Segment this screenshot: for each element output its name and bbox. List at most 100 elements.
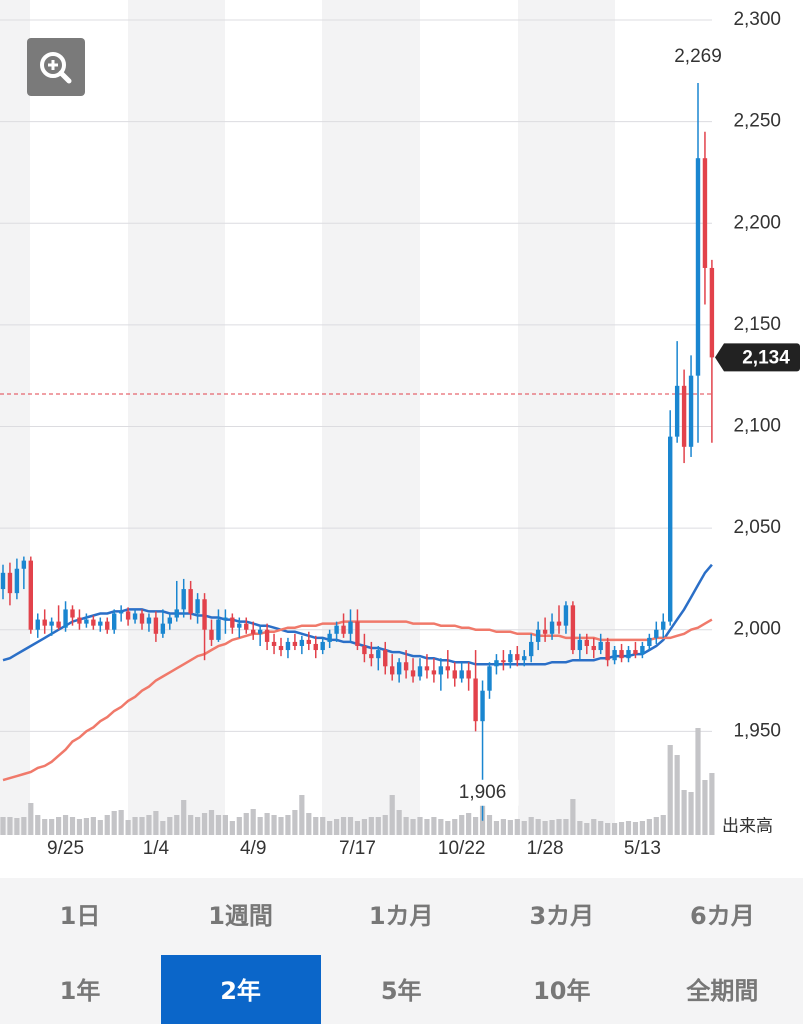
volume-bar — [153, 811, 159, 835]
period-tab[interactable]: 5年 — [380, 977, 422, 1005]
candle-body — [431, 670, 437, 675]
volume-bar — [229, 821, 235, 835]
volume-bar — [674, 755, 680, 835]
volume-bar — [188, 815, 194, 835]
candle-body — [216, 619, 221, 640]
volume-bar — [570, 799, 576, 835]
candle-body — [584, 639, 589, 646]
volume-bar — [347, 817, 354, 835]
volume-bar — [21, 817, 27, 835]
candle-body — [369, 654, 374, 659]
candle-body — [146, 617, 152, 624]
period-tab[interactable]: 10年 — [533, 977, 591, 1005]
volume-bar — [605, 823, 611, 835]
period-tab[interactable]: 2年 — [160, 955, 321, 1024]
candle-body — [42, 619, 47, 626]
x-tick-label: 4/9 — [240, 838, 266, 859]
volume-bar — [709, 773, 715, 835]
volume-bar — [577, 821, 583, 835]
volume-bar — [591, 819, 597, 835]
volume-bar — [28, 803, 34, 835]
volume-bar — [584, 823, 590, 835]
candle-body — [195, 599, 200, 614]
candle-body — [125, 611, 131, 620]
volume-bar — [139, 817, 145, 835]
volume-bar — [257, 817, 263, 835]
volume-bar — [181, 800, 187, 835]
volume-bar — [327, 821, 333, 835]
volume-bar — [542, 821, 548, 835]
volume-bar — [389, 795, 395, 835]
period-tab[interactable]: 1カ月 — [368, 902, 434, 930]
volume-bar — [375, 817, 381, 835]
volume-bar — [160, 821, 166, 835]
volume-bar — [493, 821, 500, 835]
volume-bar — [625, 821, 632, 835]
candle-body — [174, 609, 179, 618]
candle-body — [445, 666, 450, 671]
zoom-button[interactable] — [27, 38, 85, 96]
candle-body — [257, 629, 263, 634]
volume-bar — [208, 810, 215, 835]
period-tabs: 1日 1週間 1カ月 3カ月 6カ月 1年 2年 5年 10年 全期間 — [0, 878, 803, 1024]
volume-bar — [667, 745, 673, 835]
x-tick-label: 9/25 — [47, 838, 84, 859]
chart: 1,950 2,000 2,050 2,100 2,150 2,200 2,250 2,300… — [0, 0, 800, 859]
candle-body — [633, 650, 638, 655]
candle-body — [417, 666, 423, 677]
period-tab[interactable]: 6カ月 — [690, 902, 755, 930]
candle-body — [264, 629, 270, 642]
candle-body — [522, 656, 527, 661]
candle-body — [188, 589, 193, 614]
candle-body — [396, 662, 402, 675]
volume-bar — [368, 817, 374, 835]
volume-bar — [313, 817, 319, 835]
volume-bar — [250, 809, 256, 835]
volume-bar — [111, 811, 117, 835]
candle-body — [591, 645, 596, 651]
candle-body — [424, 666, 430, 671]
candle-body — [570, 605, 576, 651]
period-tab[interactable]: 1日 — [59, 902, 101, 930]
volume-bar — [473, 817, 479, 835]
candle-body — [702, 158, 708, 268]
volume-bar — [299, 795, 305, 835]
candle-body — [695, 158, 701, 376]
volume-bar — [466, 813, 472, 835]
period-tab[interactable]: 1週間 — [208, 902, 273, 930]
volume-bar — [396, 810, 402, 835]
annotation: 1,906 — [459, 782, 507, 803]
volume-bar — [35, 815, 41, 835]
candle-body — [7, 572, 13, 594]
candle-body — [251, 629, 256, 634]
candle-body — [63, 609, 68, 628]
candle-body — [77, 617, 82, 624]
volume-bar — [688, 792, 694, 835]
candle-body — [278, 645, 284, 651]
volume-bar — [201, 813, 208, 835]
period-tab[interactable]: 3カ月 — [529, 902, 595, 930]
candle-body — [341, 625, 346, 634]
period-tab[interactable]: 1年 — [59, 977, 101, 1005]
candle-body — [160, 623, 166, 634]
candle-body — [91, 619, 96, 626]
candle-body — [299, 639, 305, 646]
volume-bar — [125, 820, 131, 835]
candle-body — [556, 621, 562, 626]
period-tab[interactable]: 全期間 — [686, 977, 759, 1005]
candle-body — [84, 619, 89, 624]
candle-body — [542, 629, 548, 634]
background-bands — [0, 0, 615, 835]
candle-body — [480, 690, 485, 722]
candle-body — [403, 662, 409, 671]
candle-body — [327, 633, 332, 642]
x-tick-label: 1/28 — [527, 838, 564, 859]
volume-bar — [563, 819, 569, 835]
volume-bar — [403, 817, 409, 835]
candle-body — [452, 670, 457, 679]
candle-body — [529, 641, 534, 657]
candle-body — [362, 645, 367, 655]
candle-body — [230, 617, 235, 628]
candle-body — [647, 637, 652, 646]
